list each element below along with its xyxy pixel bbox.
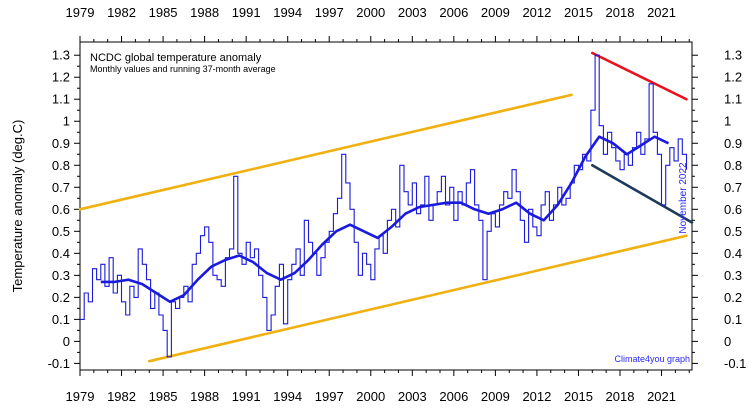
chart-title: NCDC global temperature anomaly <box>90 52 262 64</box>
y-tick-label-left: 0.7 <box>52 180 70 195</box>
y-tick-label-left: 0.8 <box>52 158 70 173</box>
chart-subtitle: Monthly values and running 37-month aver… <box>90 64 276 74</box>
x-tick-label-bottom: 2015 <box>564 389 593 404</box>
y-tick-label-right: 1 <box>724 114 731 129</box>
trend-line <box>147 234 688 363</box>
y-tick-label-left: 0.6 <box>52 202 70 217</box>
x-tick-label-top: 2006 <box>439 5 468 20</box>
y-tick-label-right: 0.8 <box>724 158 742 173</box>
x-tick-label-bottom: 1988 <box>190 389 219 404</box>
x-tick-label-top: 1979 <box>66 5 95 20</box>
x-tick-label-top: 1988 <box>190 5 219 20</box>
y-tick-label-left: 0.1 <box>52 312 70 327</box>
y-tick-label-right: 1.3 <box>724 48 742 63</box>
y-tick-label-right: 0.5 <box>724 224 742 239</box>
x-tick-label-bottom: 1982 <box>107 389 136 404</box>
x-tick-label-bottom: 2003 <box>398 389 427 404</box>
y-tick-label-right: 1.2 <box>724 70 742 85</box>
x-tick-label-top: 2003 <box>398 5 427 20</box>
trend-line <box>591 163 694 224</box>
y-tick-label-left: 1.2 <box>52 70 70 85</box>
y-tick-label-left: 0.5 <box>52 224 70 239</box>
x-tick-label-bottom: 1991 <box>232 389 261 404</box>
x-tick-label-bottom: 2000 <box>356 389 385 404</box>
right-y-axis: -0.1 0 0.1 0.2 0.3 0.4 0.5 0.6 0.7 0.8 0.9 1 1.1 1.2 1… <box>692 48 746 371</box>
x-tick-label-bottom: 1979 <box>66 389 95 404</box>
trend-line <box>591 51 688 101</box>
x-tick-label-bottom: 2012 <box>522 389 551 404</box>
x-tick-label-bottom: 2018 <box>606 389 635 404</box>
y-tick-label-left: 0.9 <box>52 136 70 151</box>
x-tick-label-bottom: 1997 <box>315 389 344 404</box>
y-tick-label-right: 0.7 <box>724 180 742 195</box>
y-tick-label-left: 1.1 <box>52 92 70 107</box>
y-tick-label-right: -0.1 <box>724 356 746 371</box>
x-tick-label-top: 1991 <box>232 5 261 20</box>
x-tick-label-bottom: 1994 <box>273 389 302 404</box>
bottom-x-axis: 1979 1982 1985 1988 1991 1994 1997 2000 2003 2006… <box>66 370 690 404</box>
x-tick-label-top: 1982 <box>107 5 136 20</box>
y-tick-label-left: 0.3 <box>52 268 70 283</box>
y-tick-label-right: 0.6 <box>724 202 742 217</box>
y-tick-label-left: 0.4 <box>52 246 70 261</box>
x-tick-label-bottom: 1985 <box>149 389 178 404</box>
y-tick-label-left: 0 <box>63 334 70 349</box>
y-tick-label-right: 0.4 <box>724 246 742 261</box>
y-tick-label-right: 0.3 <box>724 268 742 283</box>
x-tick-label-top: 2021 <box>647 5 676 20</box>
y-tick-label-right: 0.2 <box>724 290 742 305</box>
x-tick-label-top: 1997 <box>315 5 344 20</box>
y-tick-label-left: 1.3 <box>52 48 70 63</box>
y-tick-label-right: 0.1 <box>724 312 742 327</box>
x-tick-label-top: 2009 <box>481 5 510 20</box>
monthly-series-line <box>80 54 688 358</box>
data-series <box>80 54 688 358</box>
top-x-axis: 1979 1982 1985 1988 1991 1994 1997 2000 2003 2006… <box>66 5 690 42</box>
credit-label: Climate4you graph <box>614 354 690 364</box>
running-mean-line <box>100 135 670 304</box>
x-tick-label-top: 2018 <box>606 5 635 20</box>
y-axis-label: Temperature anomaly (deg.C) <box>10 120 25 293</box>
x-tick-label-bottom: 2021 <box>647 389 676 404</box>
x-tick-label-top: 1985 <box>149 5 178 20</box>
date-label: November 2022 <box>678 162 689 234</box>
y-tick-label-right: 0.9 <box>724 136 742 151</box>
trend-lines <box>78 51 694 363</box>
y-tick-label-left: 1 <box>63 114 70 129</box>
x-tick-label-top: 2012 <box>522 5 551 20</box>
trend-line <box>78 93 573 211</box>
x-tick-label-bottom: 2006 <box>439 389 468 404</box>
x-tick-label-top: 2015 <box>564 5 593 20</box>
x-tick-label-top: 2000 <box>356 5 385 20</box>
y-tick-label-right: 0 <box>724 334 731 349</box>
y-tick-label-left: 0.2 <box>52 290 70 305</box>
left-y-axis: -0.1 0 0.1 0.2 0.3 0.4 0.5 0.6 0.7 0.8 0.9 1 1.1 1.2 1… <box>48 48 80 371</box>
x-tick-label-bottom: 2009 <box>481 389 510 404</box>
y-tick-label-right: 1.1 <box>724 92 742 107</box>
y-tick-label-left: -0.1 <box>48 356 70 371</box>
x-tick-label-top: 1994 <box>273 5 302 20</box>
plot-frame <box>79 41 693 371</box>
